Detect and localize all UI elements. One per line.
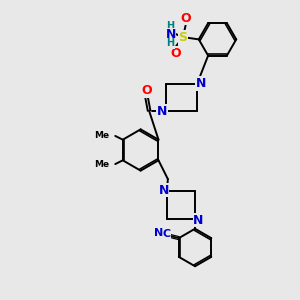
Text: O: O (141, 84, 152, 97)
Text: Me: Me (94, 131, 110, 140)
Text: N: N (154, 228, 163, 239)
Text: O: O (170, 47, 181, 60)
Text: N: N (158, 184, 169, 197)
Text: S: S (178, 31, 187, 44)
Text: O: O (180, 12, 191, 25)
Text: H: H (167, 21, 175, 31)
Text: N: N (157, 105, 167, 118)
Text: N: N (193, 214, 203, 227)
Text: H: H (167, 38, 175, 48)
Text: N: N (165, 28, 176, 41)
Text: N: N (195, 77, 206, 90)
Text: C: C (163, 229, 171, 239)
Text: Me: Me (94, 160, 110, 169)
